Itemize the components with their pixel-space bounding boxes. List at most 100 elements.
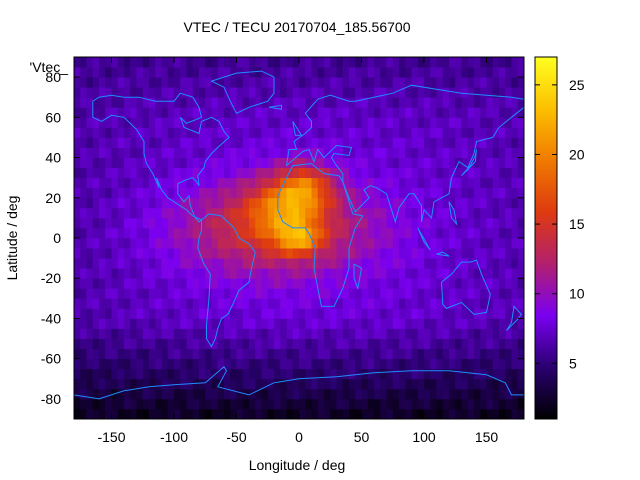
heatmap-cell [349, 368, 356, 380]
heatmap-cell [99, 288, 106, 299]
heatmap-cell [136, 338, 144, 350]
heatmap-cell [217, 127, 225, 138]
heatmap-cell [349, 147, 356, 158]
heatmap-cell [99, 308, 106, 319]
heatmap-cell [392, 288, 400, 299]
heatmap-cell [255, 338, 262, 350]
x-tick-label: 0 [295, 429, 303, 445]
heatmap-cell [449, 157, 456, 169]
heatmap-cell [186, 248, 194, 259]
heatmap-cell [161, 97, 169, 108]
heatmap-cell [499, 348, 506, 360]
heatmap-cell [324, 67, 331, 78]
heatmap-cell [330, 358, 337, 370]
heatmap-cell [449, 238, 456, 249]
heatmap-cell [405, 338, 412, 350]
heatmap-cell [499, 57, 506, 68]
heatmap-cell [224, 67, 231, 78]
heatmap-cell [486, 57, 494, 68]
heatmap-cell [180, 258, 187, 269]
heatmap-cell [230, 117, 237, 128]
heatmap-cell [324, 348, 331, 360]
heatmap-cell [155, 197, 162, 209]
heatmap-cell [305, 288, 312, 299]
heatmap-cell [324, 328, 331, 339]
heatmap-cell [161, 398, 169, 410]
heatmap-cell [330, 187, 337, 199]
heatmap-cell [417, 157, 425, 169]
heatmap-cell [374, 167, 381, 179]
heatmap-cell [455, 328, 462, 339]
heatmap-cell [480, 217, 487, 229]
heatmap-cell [74, 217, 81, 229]
heatmap-cell [99, 408, 106, 420]
heatmap-cell [442, 368, 450, 380]
heatmap-cell [155, 57, 162, 68]
heatmap-cell [424, 308, 431, 319]
heatmap-cell [261, 177, 269, 189]
heatmap-cell [361, 217, 369, 229]
heatmap-cell [486, 77, 494, 88]
heatmap-cell [399, 137, 406, 148]
heatmap-cell [317, 238, 325, 249]
heatmap-cell [342, 107, 350, 118]
heatmap-cell [124, 57, 131, 68]
heatmap-cell [124, 137, 131, 148]
heatmap-cell [92, 127, 100, 138]
heatmap-cell [405, 217, 412, 229]
heatmap-cell [305, 278, 312, 289]
heatmap-cell [124, 358, 131, 370]
heatmap-cell [324, 127, 331, 138]
heatmap-cell [486, 187, 494, 199]
heatmap-cell [180, 157, 187, 169]
heatmap-cell [455, 398, 462, 410]
heatmap-cell [505, 398, 512, 410]
coastline [461, 149, 477, 177]
heatmap-cell [211, 177, 219, 189]
heatmap-cell [99, 167, 106, 179]
heatmap-cell [324, 157, 331, 169]
heatmap-cell [330, 368, 337, 380]
heatmap-cell [317, 258, 325, 269]
heatmap-cell [224, 328, 231, 339]
heatmap-cell [367, 157, 375, 169]
heatmap-cell [461, 348, 469, 360]
heatmap-cell [361, 117, 369, 128]
heatmap-cell [105, 117, 112, 128]
heatmap-cell [467, 207, 475, 219]
heatmap-cell [517, 268, 525, 279]
heatmap-cell [130, 338, 137, 350]
heatmap-cell [349, 328, 356, 339]
heatmap-cell [492, 97, 500, 108]
heatmap-cell [286, 408, 294, 420]
heatmap-cell [192, 238, 200, 249]
heatmap-cell [274, 187, 281, 199]
heatmap-cell [249, 318, 256, 329]
heatmap-cell [442, 137, 450, 148]
heatmap-cell [311, 328, 319, 339]
heatmap-cell [474, 137, 481, 148]
heatmap-cell [230, 107, 237, 118]
heatmap-cell [205, 328, 212, 339]
heatmap-cell [330, 57, 337, 68]
heatmap-cell [505, 137, 512, 148]
heatmap-cell [380, 217, 387, 229]
heatmap-cell [417, 398, 425, 410]
heatmap-cell [199, 258, 206, 269]
heatmap-cell [124, 157, 131, 169]
heatmap-cell [424, 358, 431, 370]
heatmap-cell [255, 308, 262, 319]
heatmap-cell [430, 338, 437, 350]
heatmap-cell [324, 147, 331, 158]
heatmap-cell [342, 238, 350, 249]
heatmap-cell [255, 177, 262, 189]
heatmap-cell [274, 177, 281, 189]
heatmap-cell [317, 187, 325, 199]
heatmap-cell [242, 97, 250, 108]
heatmap-cell [299, 318, 306, 329]
heatmap-cell [249, 187, 256, 199]
heatmap-cell [280, 167, 287, 179]
heatmap-cell [261, 378, 269, 390]
heatmap-cell [499, 398, 506, 410]
heatmap-cell [455, 97, 462, 108]
